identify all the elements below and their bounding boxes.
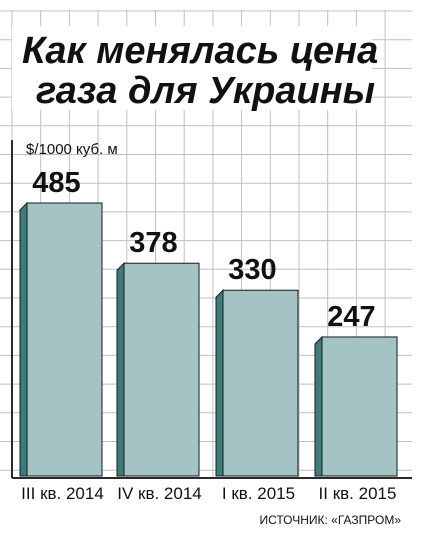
category-label: II кв. 2015 <box>319 484 397 503</box>
bar <box>123 262 200 477</box>
bar-side <box>116 262 125 477</box>
bar <box>222 289 299 477</box>
category-label: IV кв. 2014 <box>117 484 202 503</box>
bars <box>19 201 398 477</box>
title-background <box>12 26 372 110</box>
category-label: I кв. 2015 <box>222 484 295 503</box>
bar <box>26 202 103 477</box>
chart-title-line-1: Как менялась цена <box>22 30 378 72</box>
value-label: 485 <box>32 167 80 199</box>
value-labels: 485 378 330 247 <box>32 167 375 333</box>
bar <box>321 336 398 477</box>
frame <box>11 140 412 479</box>
unit-label: $/1000 куб. м <box>26 141 118 158</box>
category-labels: III кв. 2014 IV кв. 2014 I кв. 2015 II кв. … <box>21 484 396 503</box>
bar-side <box>19 201 28 477</box>
title-block: Как менялась цена газа для Украины <box>12 26 378 112</box>
source-note: ИСТОЧНИК: «ГАЗПРОМ» <box>259 513 401 527</box>
bar-side <box>314 335 323 477</box>
category-label: III кв. 2014 <box>21 484 104 503</box>
value-label: 330 <box>228 254 276 286</box>
value-label: 378 <box>129 227 177 259</box>
chart-title-line-2: газа для Украины <box>36 70 375 112</box>
bar-side <box>215 289 224 477</box>
value-label: 247 <box>327 301 375 333</box>
